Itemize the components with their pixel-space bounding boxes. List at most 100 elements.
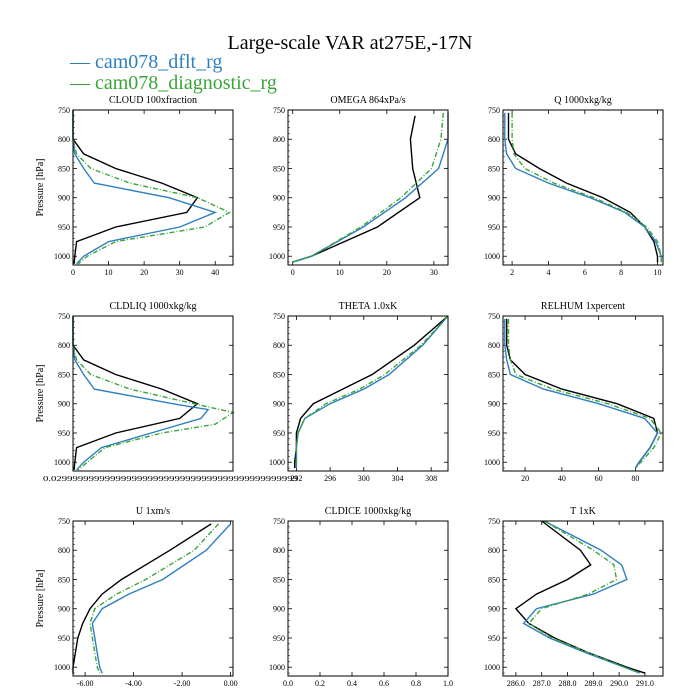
y-tick-label: 900 [273, 400, 285, 409]
y-tick-label: 900 [58, 400, 70, 409]
y-tick-label: 900 [488, 605, 500, 614]
y-tick-label: 900 [273, 605, 285, 614]
figure-title: Large-scale VAR at275E,-17N [227, 32, 473, 54]
x-tick-label: 20 [140, 268, 148, 277]
series-line-cam078_diagnostic_rg [511, 112, 662, 263]
x-tick-label: 287.0 [533, 679, 551, 688]
y-tick-label: 1000 [54, 458, 70, 467]
y-tick-label: 850 [273, 370, 285, 379]
panel-frame [72, 315, 234, 472]
panel-title: CLDLIQ 1000xkg/kg [110, 301, 197, 312]
series-line-cam078_diagnostic_rg [295, 315, 449, 469]
panel-6: RELHUM 1xpercent 750 800 850 900 950 1000 20 40 6… [484, 301, 664, 483]
y-tick-label: 1000 [484, 252, 500, 261]
x-tick-label: 20 [521, 474, 529, 483]
y-axis-label: Pressure [hPa] [35, 158, 46, 216]
y-tick-label: 750 [488, 517, 500, 526]
x-tick-label: 60 [595, 474, 603, 483]
x-tick-label: 20 [383, 268, 391, 277]
y-tick-label: 1000 [54, 252, 70, 261]
y-tick-label: 950 [273, 223, 285, 232]
series-line-cam078_dflt_rg [72, 110, 218, 265]
y-tick-label: 800 [488, 341, 500, 350]
y-tick-label: 950 [58, 223, 70, 232]
x-tick-label: 288.0 [559, 679, 577, 688]
x-tick-label: 10 [336, 268, 344, 277]
y-tick-label: 900 [58, 194, 70, 203]
x-tick-label: 30 [430, 268, 438, 277]
y-axis-label: Pressure [hPa] [35, 364, 46, 422]
panel-frame [287, 315, 449, 472]
series-line-cam078_dflt_rg [504, 318, 659, 469]
panel-2: OMEGA 864xPa/s 750 800 850 900 950 1000 0 10 20 30 [269, 95, 449, 277]
x-tick-label: 0.8 [411, 679, 421, 688]
y-tick-label: 900 [58, 605, 70, 614]
series-line-cam078_diagnostic_rg [72, 316, 235, 471]
y-tick-label: 850 [488, 575, 500, 584]
legend-swatch-dflt: — [70, 51, 95, 73]
y-tick-label: 900 [488, 400, 500, 409]
y-tick-label: 800 [488, 546, 500, 555]
series-line-cam078_dflt_rg [91, 523, 232, 674]
x-tick-label: 286.0 [507, 679, 525, 688]
series-line-cam078_dflt_rg [504, 112, 662, 263]
x-tick-label: 10 [105, 268, 113, 277]
panel-7: U 1xm/s Pressure [hPa] 750 800 850 900 950 1000… [35, 506, 238, 688]
series-line-reference [72, 316, 199, 470]
series-line-reference [292, 115, 421, 263]
x-tick-label: 0.2 [315, 679, 325, 688]
x-tick-label: 291.0 [636, 679, 654, 688]
y-tick-label: 800 [273, 546, 285, 555]
x-tick-label: 308 [425, 474, 437, 483]
x-tick-label: 290.0 [610, 679, 628, 688]
panel-9: T 1xK 750 800 850 900 950 1000 286.0 287.0 288.0 2… [484, 506, 664, 688]
panel-title: RELHUM 1xpercent [541, 301, 625, 312]
y-tick-label: 850 [58, 575, 70, 584]
panel-frame [72, 109, 234, 266]
series-line-cam078_dflt_rg [295, 315, 449, 469]
series-line-reference [507, 112, 659, 263]
series-line-cam078_diagnostic_rg [292, 112, 444, 263]
panel-title: THETA 1.0xK [339, 301, 398, 312]
x-tick-label: 0 [71, 268, 75, 277]
x-tick-label: 2 [510, 268, 514, 277]
x-tick-label: 289.0 [584, 679, 602, 688]
y-tick-label: 950 [58, 429, 70, 438]
panel-title: Q 1000xkg/kg [554, 95, 612, 106]
x-tick-label: 0.0 [283, 679, 293, 688]
y-tick-label: 800 [58, 341, 70, 350]
y-axis-label: Pressure [hPa] [35, 569, 46, 627]
y-tick-label: 750 [488, 106, 500, 115]
series-line-cam078_diagnostic_rg [507, 318, 663, 469]
series-line-cam078_diagnostic_rg [527, 520, 641, 674]
x-tick-label: 0.00 [224, 679, 238, 688]
y-tick-label: 850 [58, 370, 70, 379]
y-tick-label: 750 [58, 312, 70, 321]
x-tick-label: 300 [358, 474, 370, 483]
series-line-reference [72, 523, 212, 674]
y-tick-label: 950 [273, 634, 285, 643]
y-tick-label: 1000 [269, 252, 285, 261]
panel-title: T 1xK [570, 506, 596, 517]
y-tick-label: 800 [58, 546, 70, 555]
panel-frame [287, 520, 449, 677]
y-tick-label: 950 [58, 634, 70, 643]
legend-label-diagnostic: cam078_diagnostic_rg [95, 72, 277, 94]
panel-1: CLOUD 100xfraction Pressure [hPa] 750 800 85… [35, 95, 234, 277]
series-line-cam078_diagnostic_rg [89, 523, 220, 674]
y-tick-label: 750 [58, 517, 70, 526]
series-line-reference [506, 318, 659, 469]
panel-title: CLDICE 1000xkg/kg [325, 506, 411, 517]
x-tick-label: 304 [391, 474, 403, 483]
x-tick-label: 0.6 [379, 679, 389, 688]
legend-swatch-diagnostic: — [70, 72, 95, 94]
y-tick-label: 850 [273, 575, 285, 584]
x-tick-label: 40 [211, 268, 219, 277]
y-tick-label: 950 [273, 429, 285, 438]
x-tick-label: 40 [558, 474, 566, 483]
series-line-cam078_diagnostic_rg [72, 110, 231, 265]
y-tick-label: 900 [488, 194, 500, 203]
x-tick-label: 0.02999999999999999999999999999999999999… [43, 475, 299, 483]
y-tick-label: 1000 [269, 663, 285, 672]
